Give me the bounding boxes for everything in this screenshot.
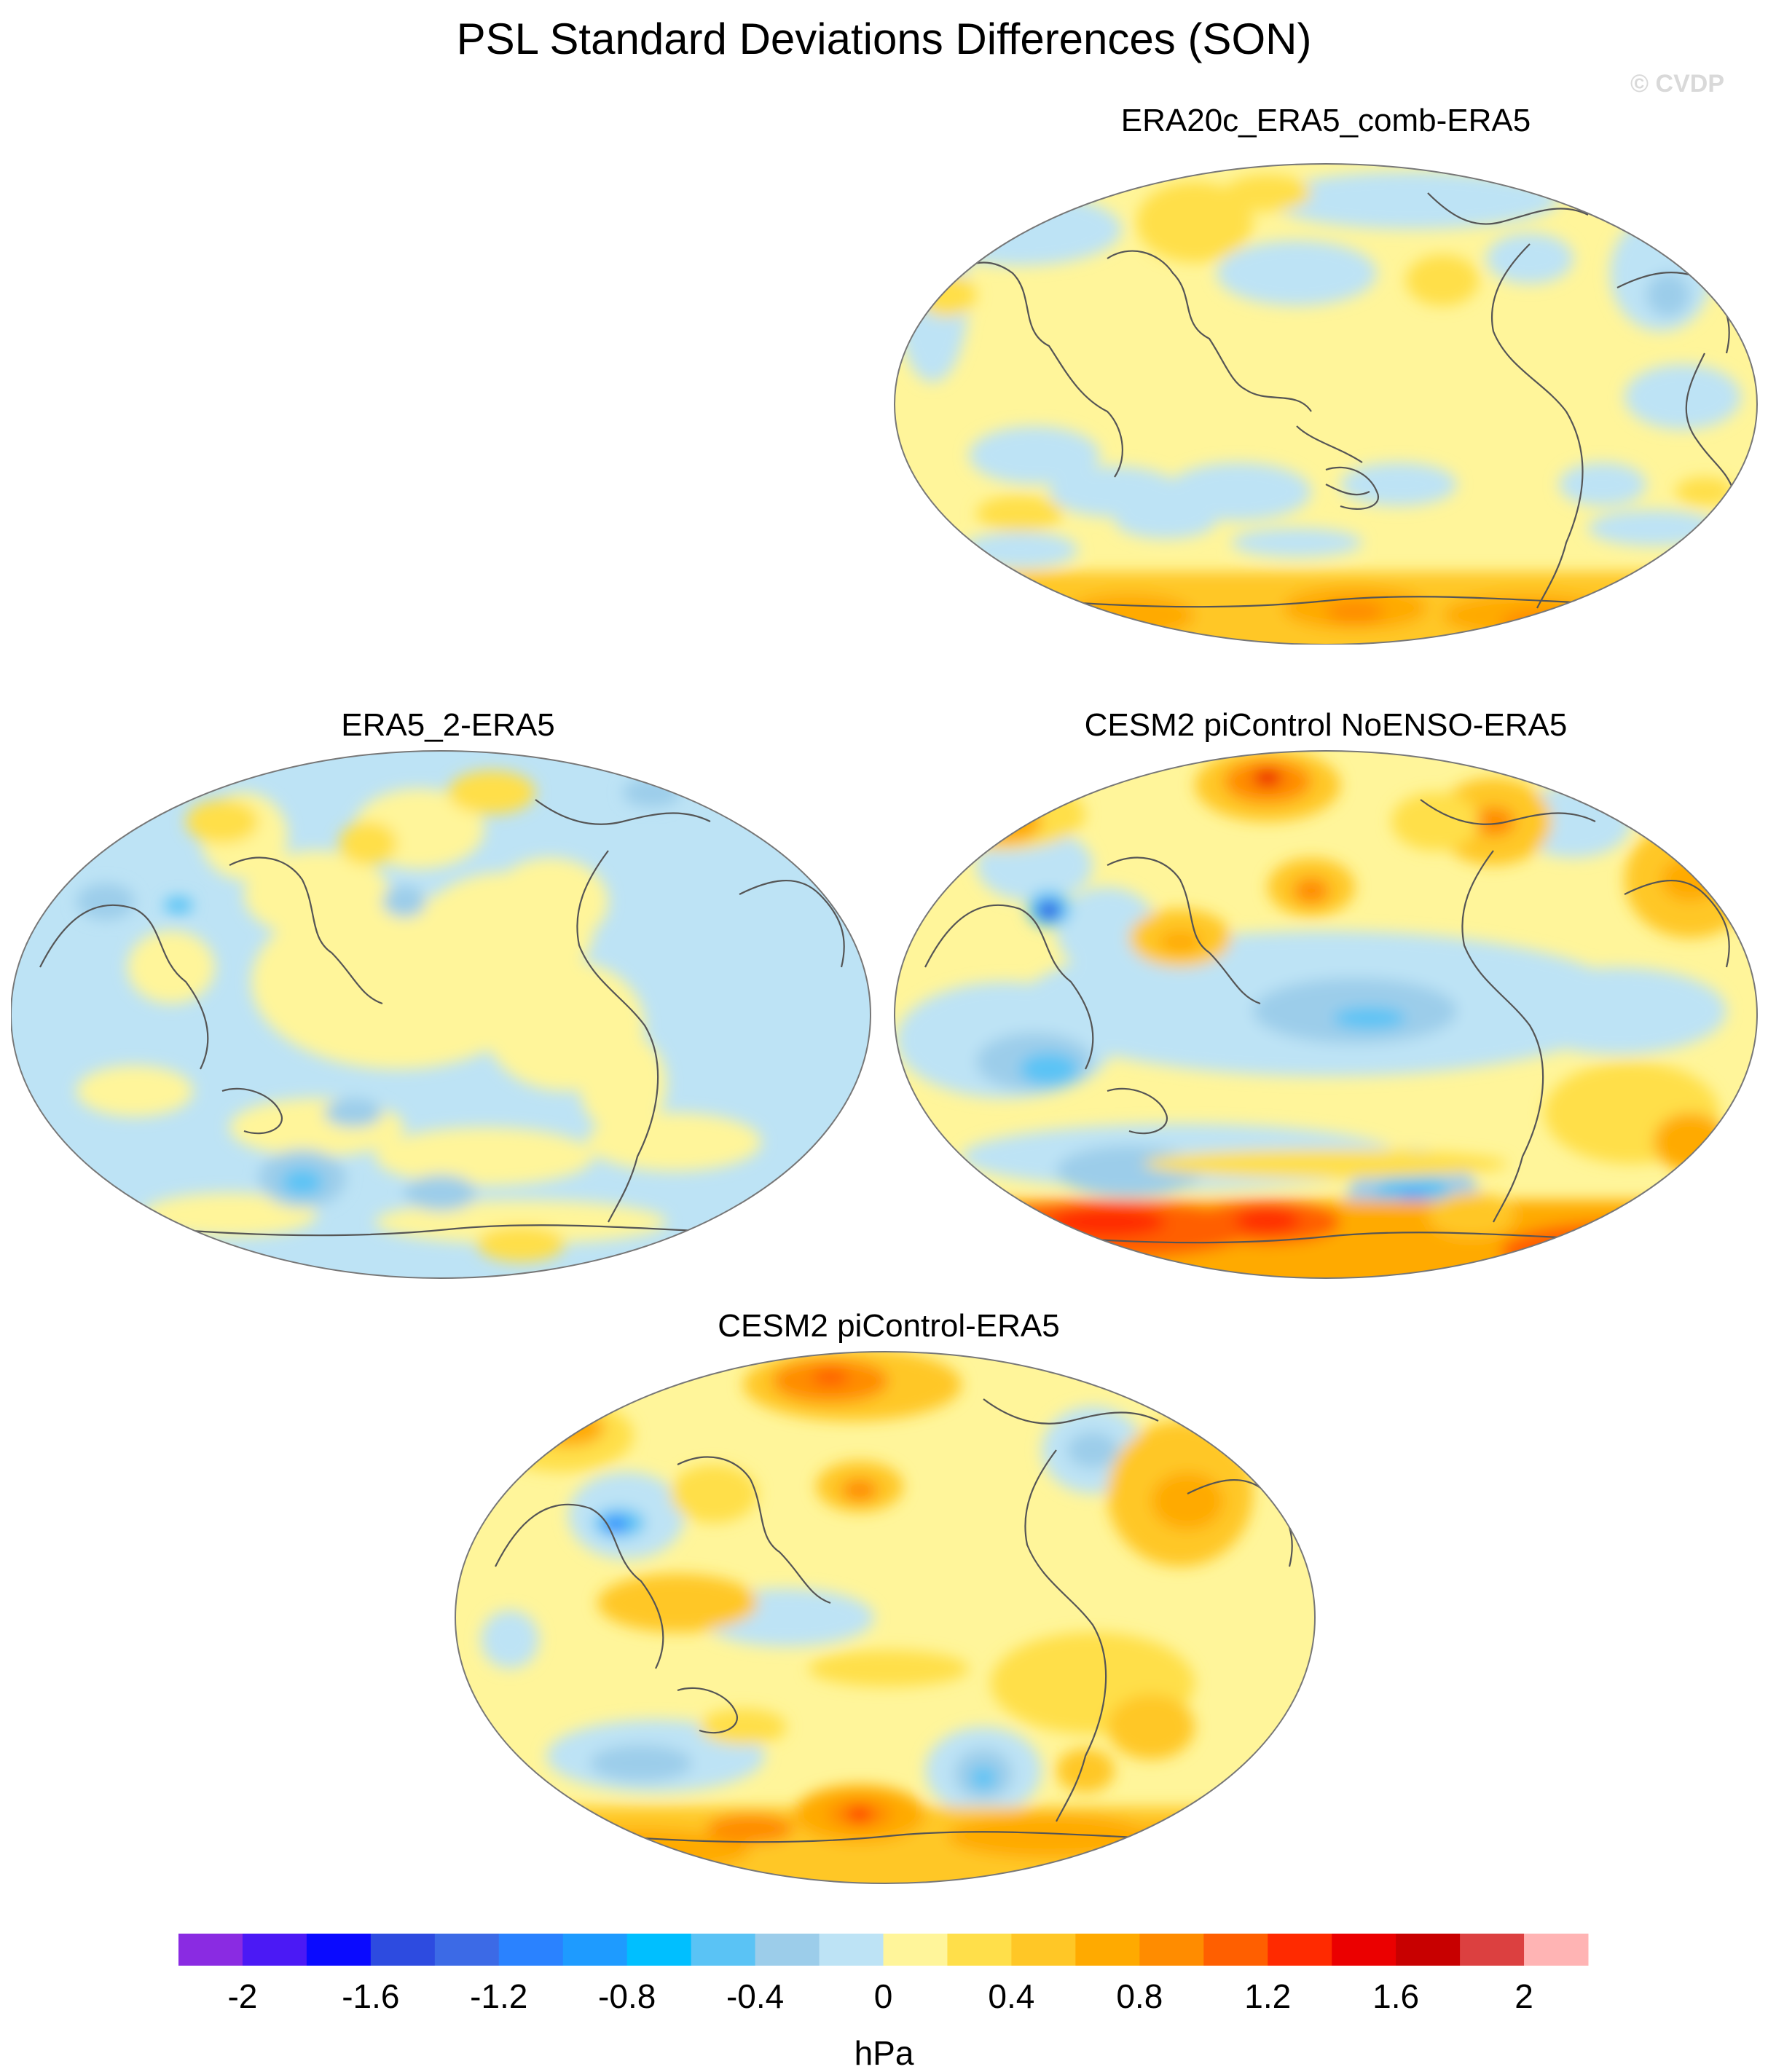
colorbar-swatch [1139,1934,1204,1966]
colorbar-swatch [1460,1934,1525,1966]
colorbar-swatch [1011,1934,1076,1966]
colorbar-swatch [819,1934,884,1966]
colorbar-swatch [1268,1934,1332,1966]
colorbar-swatch [370,1934,436,1966]
map-panel-cesm2-noenso: CESM2 piControl NoENSO-ERA5 [889,706,1763,1282]
main-title: PSL Standard Deviations Differences (SON… [456,15,1312,63]
map-era5-2 [11,750,871,1279]
colorbar-swatch [1203,1934,1268,1966]
colorbar-swatch [1524,1934,1589,1966]
colorbar-tick-label: -0.8 [598,1977,656,2015]
colorbar-swatch [755,1934,820,1966]
colorbar-swatch [242,1934,307,1966]
colorbar-tick-label: 2 [1514,1977,1533,2015]
panel-title: ERA5_2-ERA5 [341,707,555,743]
panel-title: CESM2 piControl NoENSO-ERA5 [1084,707,1568,743]
colorbar-swatch [947,1934,1012,1966]
colorbar-swatch [306,1934,372,1966]
colorbar-swatch [1396,1934,1461,1966]
colorbar-units: hPa [854,2034,914,2072]
colorbar-swatch [178,1934,243,1966]
panel-title: ERA20c_ERA5_comb-ERA5 [1120,103,1531,138]
colorbar-tick-label: -1.6 [342,1977,399,2015]
colorbar-tick-label: -1.2 [470,1977,527,2015]
colorbar-tick-label: 0.8 [1116,1977,1163,2015]
colorbar-swatch [1075,1934,1140,1966]
map-panel-era5-2: ERA5_2-ERA5 [11,706,885,1282]
colorbar-tick-label: 1.6 [1372,1977,1419,2015]
colorbar-tick-label: 0 [874,1977,893,2015]
panel-title: CESM2 piControl-ERA5 [718,1308,1060,1344]
colorbar-swatch [1332,1934,1396,1966]
cvdp-credit: © CVDP [1630,70,1724,98]
colorbar: -2 -1.6 -1.2 -0.8 -0.4 0 0.4 0.8 1.2 1.6 2 [178,1934,1589,2015]
colorbar-swatch [691,1934,756,1966]
map-cesm2-noenso [894,750,1758,1279]
colorbar-tick-label: 1.2 [1244,1977,1291,2015]
map-panel-era20c: ERA20c_ERA5_comb-ERA5 [889,102,1763,648]
map-panel-cesm2: CESM2 piControl-ERA5 [452,1307,1326,1890]
colorbar-swatch [626,1934,692,1966]
colorbar-tick-label: 0.4 [988,1977,1034,2015]
colorbar-swatch [562,1934,628,1966]
colorbar-tick-label: -2 [227,1977,257,2015]
colorbar-swatch [498,1934,564,1966]
colorbar-tick-label: -0.4 [726,1977,784,2015]
colorbar-swatch [434,1934,500,1966]
colorbar-swatch [883,1934,948,1966]
map-era20c [894,163,1758,645]
map-cesm2 [455,1351,1316,1884]
